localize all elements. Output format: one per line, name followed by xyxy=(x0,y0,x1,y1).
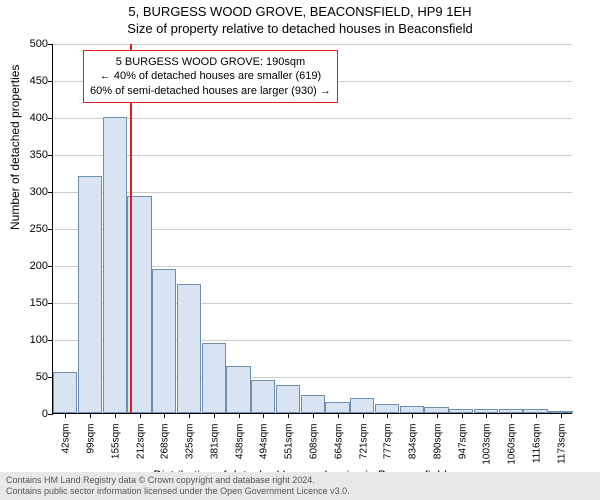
ytick-label: 500 xyxy=(30,38,53,50)
xtick-label: 494sqm xyxy=(257,424,270,474)
xtick-mark xyxy=(462,413,463,418)
histogram-bar xyxy=(375,404,399,413)
ytick-label: 150 xyxy=(30,297,53,309)
ytick-label: 100 xyxy=(30,334,53,346)
xtick-mark xyxy=(363,413,364,418)
xtick-mark xyxy=(338,413,339,418)
xtick-mark xyxy=(387,413,388,418)
chart-title-block: 5, BURGESS WOOD GROVE, BEACONSFIELD, HP9… xyxy=(0,0,600,38)
y-axis-title: Number of detached properties xyxy=(8,65,22,230)
histogram-bar xyxy=(276,385,300,413)
histogram-bar xyxy=(251,380,275,413)
ytick-label: 350 xyxy=(30,149,53,161)
xtick-label: 890sqm xyxy=(430,424,443,474)
xtick-mark xyxy=(214,413,215,418)
xtick-mark xyxy=(511,413,512,418)
xtick-label: 947sqm xyxy=(455,424,468,474)
footer-line2: Contains public sector information licen… xyxy=(6,486,594,497)
ytick-label: 400 xyxy=(30,112,53,124)
xtick-mark xyxy=(189,413,190,418)
xtick-label: 664sqm xyxy=(331,424,344,474)
histogram-bar xyxy=(400,406,424,413)
xtick-label: 608sqm xyxy=(307,424,320,474)
ytick-label: 450 xyxy=(30,75,53,87)
histogram-bar xyxy=(325,402,349,413)
histogram-bar xyxy=(226,366,250,413)
histogram-bar xyxy=(152,269,176,413)
xtick-mark xyxy=(536,413,537,418)
xtick-mark xyxy=(437,413,438,418)
ytick-label: 200 xyxy=(30,260,53,272)
xtick-label: 438sqm xyxy=(232,424,245,474)
xtick-label: 551sqm xyxy=(282,424,295,474)
ytick-label: 0 xyxy=(42,408,53,420)
xtick-label: 212sqm xyxy=(133,424,146,474)
xtick-mark xyxy=(263,413,264,418)
xtick-mark xyxy=(288,413,289,418)
xtick-label: 42sqm xyxy=(59,424,72,474)
xtick-label: 1116sqm xyxy=(529,424,542,474)
xtick-label: 834sqm xyxy=(406,424,419,474)
xtick-mark xyxy=(561,413,562,418)
title-address: 5, BURGESS WOOD GROVE, BEACONSFIELD, HP9… xyxy=(0,4,600,21)
xtick-label: 268sqm xyxy=(158,424,171,474)
xtick-label: 777sqm xyxy=(381,424,394,474)
xtick-mark xyxy=(486,413,487,418)
xtick-mark xyxy=(313,413,314,418)
xtick-mark xyxy=(412,413,413,418)
histogram-bar xyxy=(53,372,77,413)
xtick-mark xyxy=(65,413,66,418)
xtick-mark xyxy=(90,413,91,418)
xtick-label: 1003sqm xyxy=(480,424,493,474)
histogram-bar xyxy=(202,343,226,413)
histogram-bar xyxy=(103,117,127,413)
plot-area: 05010015020025030035040045050042sqm99sqm… xyxy=(52,44,572,414)
xtick-label: 99sqm xyxy=(84,424,97,474)
xtick-label: 1060sqm xyxy=(505,424,518,474)
xtick-mark xyxy=(164,413,165,418)
footer-line1: Contains HM Land Registry data © Crown c… xyxy=(6,475,594,486)
annotation-line2: ← 40% of detached houses are smaller (61… xyxy=(90,69,331,83)
histogram-bar xyxy=(301,395,325,414)
xtick-label: 1173sqm xyxy=(554,424,567,474)
xtick-mark xyxy=(239,413,240,418)
ytick-label: 50 xyxy=(36,371,53,383)
chart-area: 05010015020025030035040045050042sqm99sqm… xyxy=(52,44,572,414)
xtick-label: 381sqm xyxy=(207,424,220,474)
ytick-label: 250 xyxy=(30,223,53,235)
xtick-label: 721sqm xyxy=(356,424,369,474)
histogram-bar xyxy=(177,284,201,414)
annotation-box: 5 BURGESS WOOD GROVE: 190sqm ← 40% of de… xyxy=(83,50,338,103)
annotation-line3: 60% of semi-detached houses are larger (… xyxy=(90,84,331,98)
histogram-bar xyxy=(78,176,102,413)
xtick-label: 155sqm xyxy=(108,424,121,474)
annotation-line1: 5 BURGESS WOOD GROVE: 190sqm xyxy=(90,55,331,69)
histogram-bar xyxy=(350,398,374,413)
xtick-mark xyxy=(115,413,116,418)
xtick-mark xyxy=(140,413,141,418)
title-subtitle: Size of property relative to detached ho… xyxy=(0,21,600,38)
attribution-footer: Contains HM Land Registry data © Crown c… xyxy=(0,472,600,500)
ytick-label: 300 xyxy=(30,186,53,198)
xtick-label: 325sqm xyxy=(183,424,196,474)
